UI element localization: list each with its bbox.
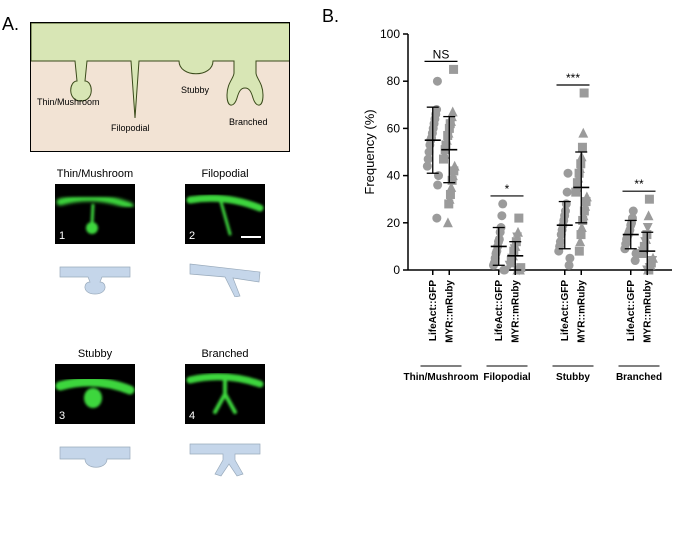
category-label: Thin/Mushroom [404, 372, 479, 383]
image-number: 4 [189, 410, 195, 422]
panel-label-b: B. [322, 6, 339, 27]
diagram-label-filo: Filopodial [111, 123, 150, 133]
render-3d [55, 252, 135, 297]
svg-text:20: 20 [387, 216, 401, 230]
category-label: Branched [616, 372, 662, 383]
image-number: 3 [59, 410, 65, 422]
category-label: Filopodial [483, 372, 530, 383]
image-number: 2 [189, 230, 195, 242]
diagram-label-stubby: Stubby [181, 85, 209, 95]
condition-label: MYR::mRuby [510, 280, 521, 343]
diagram-label-branched: Branched [229, 117, 268, 127]
condition-label: MYR::mRuby [642, 280, 653, 343]
y-axis-label: Frequency (%) [362, 109, 377, 194]
svg-text:60: 60 [387, 121, 401, 135]
significance-label: *** [566, 71, 580, 85]
svg-text:100: 100 [380, 27, 400, 41]
condition-label: LifeAct::GFP [428, 280, 439, 341]
spine-schematic: Thin/Mushroom Filopodial Stubby Branched [30, 22, 290, 152]
scalebar [241, 236, 261, 238]
micrograph-stubby: Stubby 3 [40, 348, 150, 477]
micrograph-thin: Thin/Mushroom 1 [40, 168, 150, 297]
micrograph-branched: Branched 4 [170, 348, 280, 477]
svg-text:80: 80 [387, 74, 401, 88]
condition-label: LifeAct::GFP [626, 280, 637, 341]
render-3d [185, 432, 265, 477]
micrograph-title: Branched [170, 348, 280, 360]
panel-label-a: A. [2, 14, 19, 35]
micrograph-title: Stubby [40, 348, 150, 360]
significance-label: * [505, 182, 510, 196]
diagram-label-thin: Thin/Mushroom [37, 97, 100, 107]
micrograph-title: Thin/Mushroom [40, 168, 150, 180]
significance-label: NS [433, 47, 450, 61]
svg-text:40: 40 [387, 169, 401, 183]
render-3d [55, 432, 135, 477]
image-number: 1 [59, 230, 65, 242]
micrograph-filo: Filopodial 2 [170, 168, 280, 297]
category-label: Stubby [556, 372, 590, 383]
fluoro-image: 1 [55, 184, 135, 244]
condition-label: MYR::mRuby [576, 280, 587, 343]
micrograph-title: Filopodial [170, 168, 280, 180]
condition-label: MYR::mRuby [444, 280, 455, 343]
fluoro-image: 3 [55, 364, 135, 424]
svg-text:0: 0 [393, 263, 400, 277]
fluoro-image: 2 [185, 184, 265, 244]
condition-label: LifeAct::GFP [494, 280, 505, 341]
significance-label: ** [634, 177, 644, 191]
render-3d [185, 252, 265, 297]
frequency-chart: 0 20 40 60 80 100Frequency (%)LifeAct::GFP MYR… [360, 20, 680, 410]
condition-label: LifeAct::GFP [560, 280, 571, 341]
fluoro-image: 4 [185, 364, 265, 424]
